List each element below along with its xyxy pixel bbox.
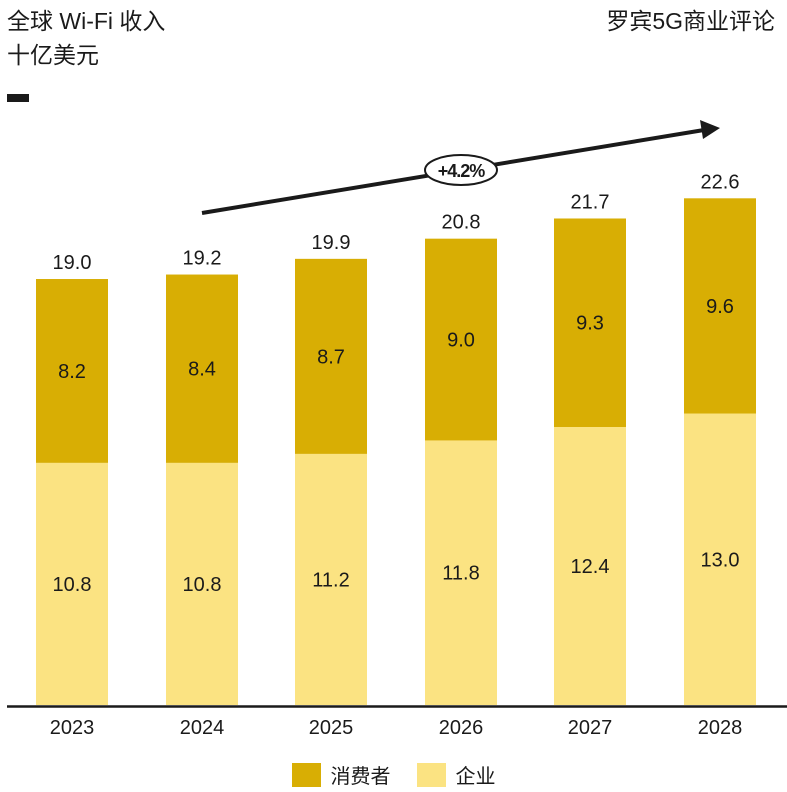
legend-item-enterprise: 企业	[416, 760, 496, 789]
bar-enterprise-2026	[425, 440, 497, 705]
data-label-total-2024: 19.2	[183, 248, 222, 270]
data-label-enterprise-2024: 10.8	[183, 574, 222, 596]
chart-unit-label: 十亿美元	[7, 42, 99, 68]
growth-annotation-badge	[424, 154, 498, 186]
growth-arrow-head	[700, 120, 720, 139]
bar-enterprise-2024	[166, 462, 238, 705]
legend-label-consumer: 消费者	[330, 766, 391, 788]
legend-swatch-enterprise	[416, 762, 446, 787]
data-label-enterprise-2025: 11.2	[312, 569, 349, 591]
data-label-consumer-2024: 8.4	[188, 359, 216, 381]
brand-label: 罗宾5G商业评论	[606, 8, 775, 34]
data-label-enterprise-2027: 12.4	[571, 556, 610, 578]
title-marker	[7, 94, 29, 102]
growth-annotation-text: +4.2%	[438, 161, 486, 181]
data-label-consumer-2023: 8.2	[58, 361, 86, 383]
x-tick-labels: 2023 2024 2025 2026 2027 2028	[50, 717, 743, 739]
data-label-consumer-2028: 9.6	[706, 296, 734, 318]
growth-arrow: +4.2%	[201, 120, 720, 215]
data-label-total-2028: 22.6	[701, 171, 740, 193]
labels-group: 10.8 8.2 19.0 10.8 8.4 19.2 11.2 8.7 19.9 11.8 9.0…	[53, 171, 740, 596]
bar-consumer-2027	[554, 218, 626, 427]
x-tick-label-2026: 2026	[439, 717, 484, 739]
chart-title: 全球 Wi-Fi 收入 十亿美元	[7, 4, 165, 72]
legend-item-consumer: 消费者	[291, 760, 391, 789]
stacked-bar-chart: 10.8 8.2 19.0 10.8 8.4 19.2 11.2 8.7 19.9 11.8 9.0…	[7, 120, 787, 739]
data-label-total-2025: 19.9	[312, 232, 351, 254]
data-label-enterprise-2023: 10.8	[53, 574, 92, 596]
legend: 消费者 企业	[0, 760, 787, 789]
data-label-total-2026: 20.8	[442, 212, 481, 234]
bar-enterprise-2025	[295, 453, 367, 705]
bar-consumer-2025	[295, 258, 367, 454]
bars-group	[36, 198, 756, 705]
x-tick-label-2028: 2028	[698, 717, 743, 739]
data-label-consumer-2027: 9.3	[576, 313, 604, 335]
data-label-consumer-2026: 9.0	[447, 330, 475, 352]
data-label-enterprise-2028: 13.0	[701, 549, 740, 571]
data-label-enterprise-2026: 11.8	[442, 563, 479, 585]
bar-consumer-2024	[166, 274, 238, 463]
x-tick-label-2024: 2024	[180, 717, 225, 739]
bar-enterprise-2028	[684, 413, 756, 705]
bar-consumer-2023	[36, 279, 108, 463]
legend-swatch-consumer	[291, 762, 321, 787]
x-tick-label-2023: 2023	[50, 717, 95, 739]
bar-consumer-2028	[684, 198, 756, 414]
data-label-total-2023: 19.0	[53, 252, 92, 274]
bar-enterprise-2027	[554, 426, 626, 705]
x-tick-label-2027: 2027	[568, 717, 613, 739]
x-tick-label-2025: 2025	[309, 717, 354, 739]
bar-consumer-2026	[425, 238, 497, 441]
chart-title-line1: 全球 Wi-Fi 收入	[7, 8, 166, 34]
data-label-total-2027: 21.7	[571, 191, 610, 213]
bar-enterprise-2023	[36, 462, 108, 705]
legend-label-enterprise: 企业	[455, 766, 496, 788]
data-label-consumer-2025: 8.7	[317, 346, 345, 368]
